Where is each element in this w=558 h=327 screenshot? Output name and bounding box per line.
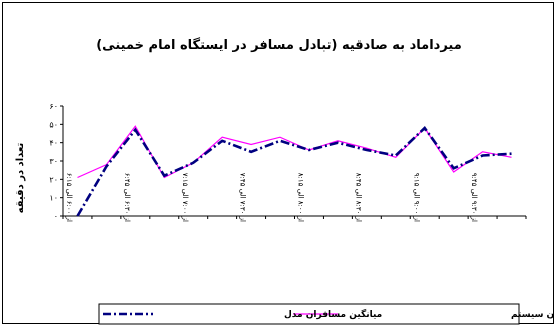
y-tick-label: ۱۰	[49, 194, 58, 203]
y-ticks: ۰ ۱۰ ۲۰ ۳۰ ۴۰ ۵۰ ۶۰	[49, 102, 63, 221]
series-line-system	[77, 125, 512, 179]
y-tick-label: ۰	[54, 212, 58, 221]
legend-label-model: میانگین مسافران مدل	[284, 308, 382, 320]
y-tick-label: ۳۰	[49, 157, 58, 166]
axes	[62, 106, 526, 217]
x-tick-label: از ۹:۰۰ الی ۹:۱۵	[412, 173, 420, 222]
x-tick-label: از ۸:۳۰ الی ۸:۴۵	[354, 173, 362, 222]
x-tick-label: از ۷:۰۰ الی ۷:۱۵	[181, 173, 189, 222]
y-tick-label: ۶۰	[49, 102, 58, 111]
x-tick-label: از ۶:۰۰ الی ۶:۱۵	[65, 173, 73, 222]
chart-svg: میرداماد به صادقیه (تبادل مسافر در ایستگ…	[15, 37, 555, 325]
x-tick-label: از ۹:۳۰ الی ۹:۴۵	[470, 173, 478, 222]
y-tick-label: ۲۰	[49, 175, 58, 184]
x-tick-label: از ۶:۳۰ الی ۶:۴۵	[123, 173, 131, 222]
x-tick-label: از ۸:۰۰ الی ۸:۱۵	[297, 173, 305, 222]
y-tick-label: ۵۰	[49, 120, 58, 129]
legend-label-system: میانگین مسافران سیستم	[511, 308, 555, 320]
y-axis-label: تعداد در دقیقه	[15, 142, 26, 213]
y-tick-label: ۴۰	[49, 139, 58, 148]
chart-frame: میرداماد به صادقیه (تبادل مسافر در ایستگ…	[2, 2, 555, 325]
x-tick-label: از ۷:۳۰ الی ۷:۴۵	[239, 173, 247, 222]
x-ticks: از ۶:۰۰ الی ۶:۱۵ از ۶:۳۰ الی ۶:۴۵ از ۷:۰۰ …	[62, 173, 527, 222]
series-line-model	[76, 126, 512, 217]
legend: میانگین مسافران سیستم میانگین مسافران مد…	[98, 303, 555, 325]
chart-title: میرداماد به صادقیه (تبادل مسافر در ایستگ…	[96, 37, 462, 53]
series-group	[76, 125, 512, 217]
